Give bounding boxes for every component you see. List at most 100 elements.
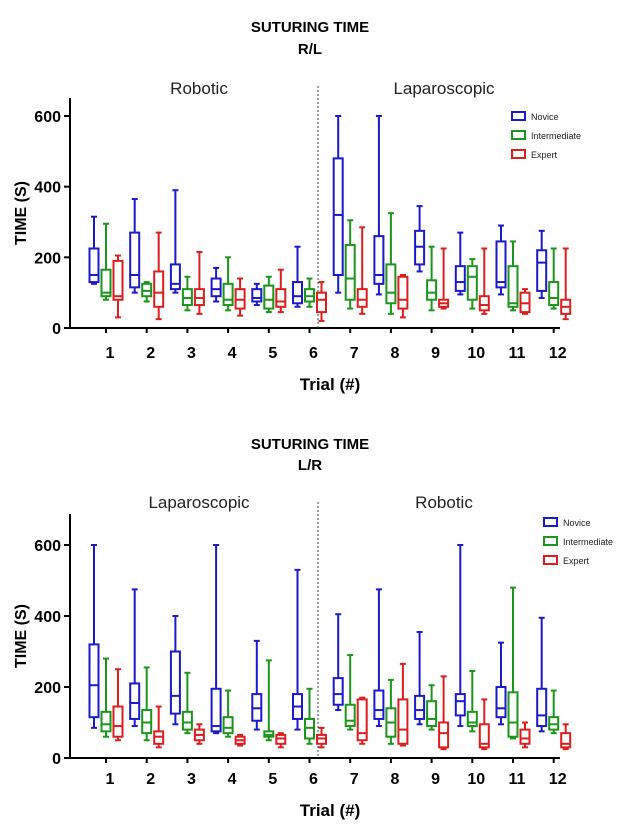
box-expert-trial-10: [478, 698, 490, 751]
box-iqr: [454, 693, 466, 717]
box-expert-trial-12: [560, 247, 572, 321]
box-novice-trial-7: [332, 115, 344, 294]
box-iqr: [466, 710, 478, 728]
section-label: Laparoscopic: [148, 493, 250, 512]
legend-swatch-intermediate: [511, 130, 526, 140]
box-iqr: [100, 268, 112, 298]
box-iqr: [548, 281, 560, 307]
chart-legend: Novice Intermediate Expert: [511, 111, 581, 160]
legend-label-expert: Expert: [531, 150, 558, 160]
box-expert-trial-9: [438, 247, 450, 310]
y-tick-label: 400: [34, 609, 61, 626]
box-expert-trial-1: [112, 254, 124, 319]
box-novice-trial-7: [332, 613, 344, 712]
box-iqr: [478, 295, 490, 312]
box-iqr: [222, 282, 234, 307]
x-tick-label: 4: [228, 771, 237, 788]
section-label: Laparoscopic: [393, 79, 495, 98]
box-intermediate-trial-7: [344, 219, 356, 310]
box-iqr: [560, 732, 572, 749]
box-novice-trial-5: [251, 282, 263, 307]
box-novice-trial-2: [129, 198, 141, 294]
x-tick-label: 7: [350, 771, 359, 788]
box-iqr: [181, 710, 193, 731]
box-expert-trial-8: [397, 662, 409, 747]
x-tick-label: 9: [431, 345, 440, 362]
x-tick-label: 11: [509, 771, 526, 788]
box-intermediate-trial-2: [141, 666, 153, 742]
box-iqr: [251, 288, 263, 303]
box-iqr: [495, 686, 507, 719]
box-novice-trial-9: [414, 205, 426, 273]
legend-label-novice: Novice: [531, 112, 559, 122]
y-axis-label: TIME (S): [13, 604, 30, 668]
legend-label-novice: Novice: [563, 518, 591, 528]
box-novice-trial-11: [495, 641, 507, 726]
x-tick-label: 10: [467, 771, 485, 788]
box-iqr: [88, 247, 100, 284]
chart-panel-1: SUTURING TIME R/L Robotic Laparoscopic 0 200 4…: [13, 19, 581, 394]
chart-title: SUTURING TIME: [251, 436, 369, 453]
box-iqr: [536, 687, 548, 728]
box-expert-trial-11: [519, 288, 531, 315]
box-expert-trial-8: [397, 274, 409, 319]
box-iqr: [536, 249, 548, 292]
box-iqr: [169, 650, 181, 715]
y-tick-label: 0: [52, 751, 61, 768]
box-novice-trial-3: [169, 189, 181, 294]
chart-title: SUTURING TIME: [251, 19, 369, 36]
box-iqr: [332, 677, 344, 706]
box-intermediate-trial-8: [385, 678, 397, 745]
box-novice-trial-9: [414, 630, 426, 726]
box-intermediate-trial-10: [466, 258, 478, 310]
box-novice-trial-1: [88, 544, 100, 729]
box-iqr: [454, 265, 466, 292]
box-novice-trial-4: [210, 266, 222, 303]
box-novice-trial-10: [454, 231, 466, 296]
legend-swatch-intermediate: [543, 536, 558, 546]
chart-legend: Novice Intermediate Expert: [543, 517, 613, 566]
box-iqr: [153, 270, 165, 308]
box-iqr: [397, 275, 409, 310]
box-intermediate-trial-11: [507, 240, 519, 312]
box-expert-trial-11: [519, 721, 531, 749]
box-iqr: [414, 694, 426, 720]
box-expert-trial-7: [356, 226, 368, 315]
box-intermediate-trial-6: [304, 687, 315, 745]
legend-label-expert: Expert: [563, 556, 590, 566]
box-intermediate-trial-1: [100, 222, 112, 301]
box-iqr: [466, 265, 478, 301]
box-expert-trial-5: [275, 268, 287, 314]
box-expert-trial-3: [193, 251, 205, 315]
box-intermediate-trial-3: [181, 275, 193, 312]
box-expert-trial-9: [438, 675, 450, 751]
box-iqr: [397, 698, 409, 745]
box-iqr: [275, 288, 287, 308]
box-novice-trial-5: [251, 639, 263, 731]
box-iqr: [344, 243, 356, 301]
x-tick-label: 10: [467, 345, 485, 362]
box-intermediate-trial-2: [141, 281, 153, 303]
y-tick-label: 200: [34, 680, 61, 697]
x-tick-label: 8: [390, 345, 399, 362]
section-label: Robotic: [170, 79, 228, 98]
box-iqr: [129, 231, 141, 289]
box-intermediate-trial-9: [426, 684, 438, 731]
box-iqr: [426, 279, 438, 301]
box-novice-trial-12: [536, 229, 548, 299]
box-intermediate-trial-12: [548, 689, 560, 735]
x-tick-label: 12: [549, 345, 567, 362]
box-novice-trial-12: [536, 616, 548, 733]
x-axis-label: Trial (#): [300, 375, 360, 394]
y-tick-label: 200: [34, 250, 61, 267]
box-intermediate-trial-9: [426, 245, 438, 312]
box-iqr: [438, 721, 450, 749]
box-novice-trial-11: [495, 224, 507, 296]
box-iqr: [519, 728, 531, 745]
box-intermediate-trial-5: [263, 659, 275, 742]
box-intermediate-trial-8: [385, 212, 397, 315]
x-tick-label: 5: [268, 345, 277, 362]
box-expert-trial-7: [356, 696, 368, 745]
